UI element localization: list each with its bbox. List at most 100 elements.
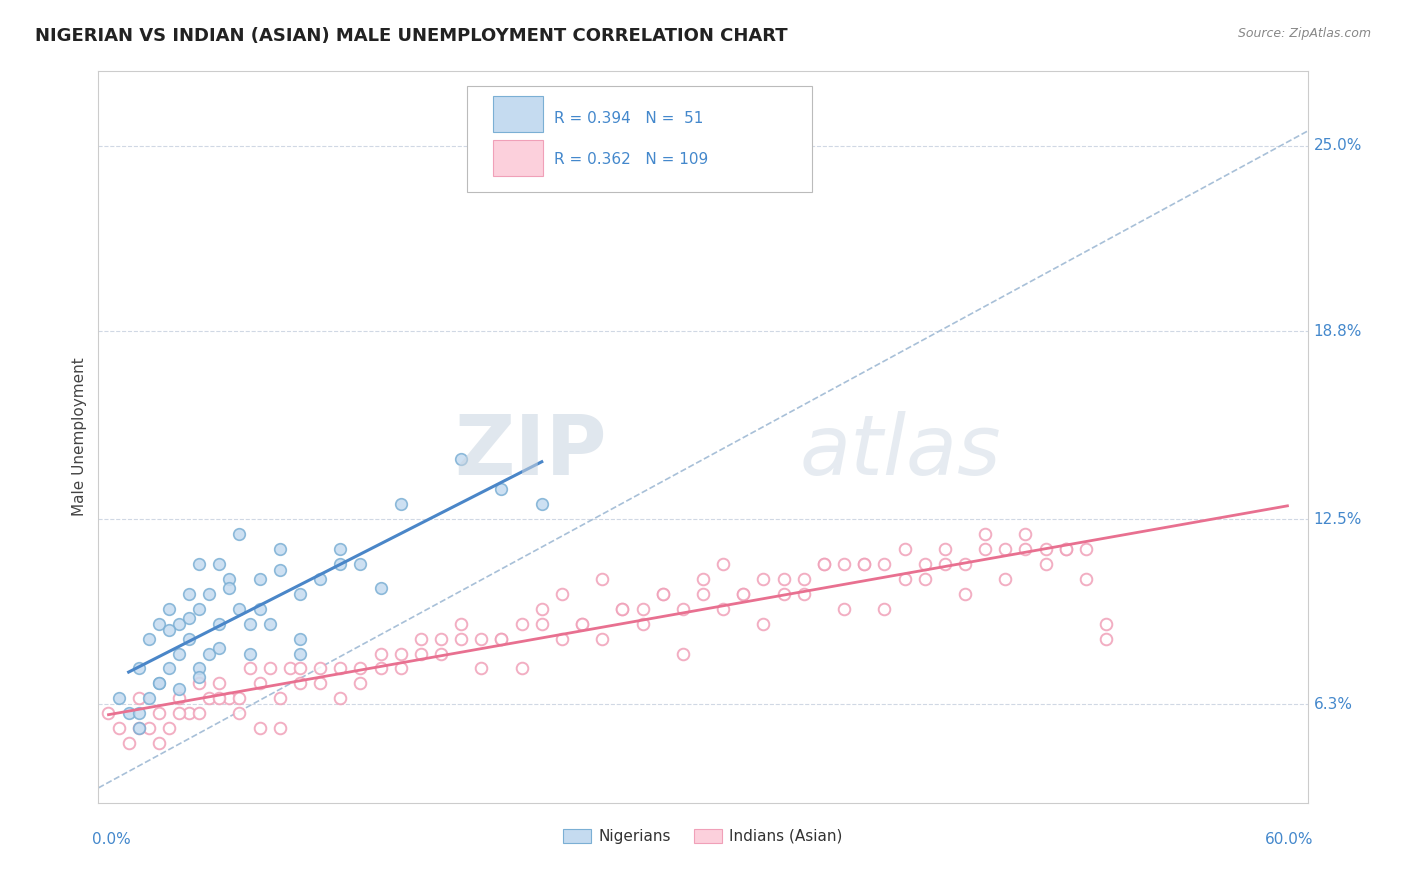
Point (389, 661, 412, 675)
Point (389, 647, 412, 661)
Point (733, 587, 755, 601)
Point (228, 601, 250, 615)
Point (1095, 632, 1118, 646)
Point (692, 572, 714, 586)
Point (198, 587, 221, 601)
Point (893, 542, 915, 557)
Point (107, 721, 129, 735)
Point (269, 721, 291, 735)
Point (651, 587, 673, 601)
Point (1014, 542, 1036, 557)
Point (148, 676, 170, 690)
Point (974, 542, 997, 557)
Point (167, 691, 190, 706)
Y-axis label: Male Unemployment: Male Unemployment (72, 358, 87, 516)
Point (813, 557, 835, 571)
Point (208, 640, 231, 655)
Point (692, 587, 714, 601)
Point (288, 661, 311, 675)
Point (631, 601, 654, 615)
Point (208, 676, 231, 690)
Point (370, 647, 392, 661)
Point (167, 706, 190, 721)
Point (571, 616, 593, 631)
Point (218, 691, 240, 706)
Point (914, 572, 936, 586)
Point (167, 682, 190, 697)
Point (188, 601, 211, 615)
Point (309, 572, 332, 586)
Point (167, 647, 190, 661)
Point (530, 616, 553, 631)
Point (179, 610, 201, 624)
Point (188, 676, 211, 690)
Point (249, 676, 271, 690)
Point (772, 587, 794, 601)
Point (832, 557, 855, 571)
Point (813, 557, 835, 571)
Point (288, 676, 311, 690)
Text: R = 0.394   N =  51: R = 0.394 N = 51 (554, 112, 703, 127)
Point (148, 676, 170, 690)
Text: 25.0%: 25.0% (1313, 138, 1362, 153)
Point (994, 542, 1017, 557)
Point (188, 670, 211, 684)
Point (612, 601, 634, 615)
Point (612, 601, 634, 615)
Point (934, 542, 956, 557)
Point (430, 647, 453, 661)
Point (853, 557, 876, 571)
Point (198, 647, 221, 661)
Point (309, 676, 332, 690)
Point (752, 616, 775, 631)
Text: ZIP: ZIP (454, 411, 606, 492)
Point (218, 572, 240, 586)
Point (470, 661, 492, 675)
Point (128, 691, 150, 706)
Point (1035, 542, 1057, 557)
Point (389, 497, 412, 511)
Legend: Nigerians, Indians (Asian): Nigerians, Indians (Asian) (557, 822, 849, 850)
Point (551, 632, 574, 646)
Text: Source: ZipAtlas.com: Source: ZipAtlas.com (1237, 27, 1371, 40)
Text: 12.5%: 12.5% (1313, 512, 1362, 526)
Point (239, 616, 262, 631)
Point (409, 632, 432, 646)
Point (157, 661, 180, 675)
Point (157, 721, 180, 735)
Point (138, 691, 160, 706)
Point (914, 557, 936, 571)
Point (450, 452, 472, 467)
Point (672, 601, 695, 615)
Point (128, 706, 150, 721)
Point (450, 632, 472, 646)
Point (551, 587, 574, 601)
Point (934, 557, 956, 571)
Point (591, 632, 613, 646)
Point (107, 691, 129, 706)
Point (179, 587, 201, 601)
Point (893, 572, 915, 586)
Point (239, 661, 262, 675)
Point (974, 527, 997, 541)
Point (208, 616, 231, 631)
Point (208, 691, 231, 706)
Point (752, 572, 775, 586)
Text: 0.0%: 0.0% (93, 832, 131, 847)
Point (450, 616, 472, 631)
Point (873, 557, 896, 571)
Point (953, 587, 976, 601)
Point (128, 721, 150, 735)
Point (157, 601, 180, 615)
Point (188, 661, 211, 675)
Point (288, 632, 311, 646)
Point (711, 557, 734, 571)
Point (218, 581, 240, 595)
Point (288, 587, 311, 601)
Point (228, 706, 250, 721)
Point (269, 691, 291, 706)
Text: R = 0.362   N = 109: R = 0.362 N = 109 (554, 152, 709, 167)
Point (118, 706, 141, 721)
Point (491, 483, 513, 497)
Point (208, 557, 231, 571)
